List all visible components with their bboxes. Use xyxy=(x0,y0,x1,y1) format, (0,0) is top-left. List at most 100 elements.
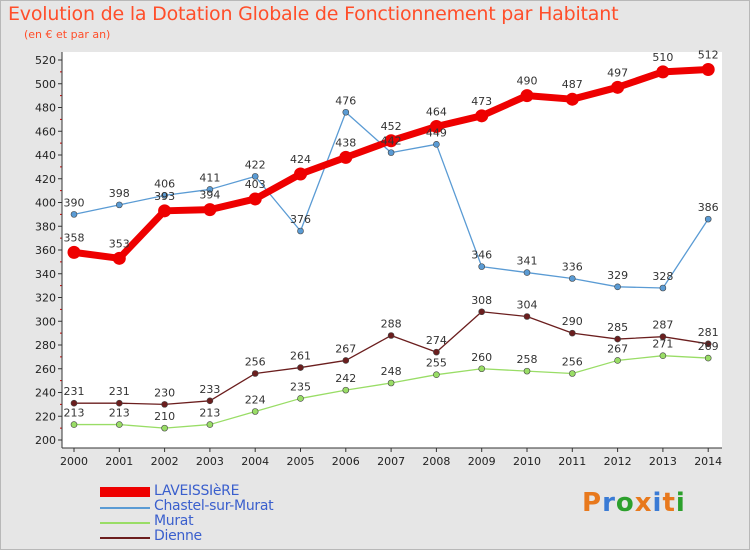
data-label-dienne: 308 xyxy=(471,294,492,307)
data-point-laveissiere xyxy=(475,109,489,123)
data-label-dienne: 256 xyxy=(245,356,266,369)
data-point-dienne xyxy=(297,364,304,371)
data-point-murat xyxy=(297,395,304,402)
y-tick-label: 360 xyxy=(35,244,56,257)
data-point-chastel-sur-murat xyxy=(161,192,168,199)
data-point-dienne xyxy=(161,401,168,408)
data-label-murat: 213 xyxy=(109,407,130,420)
data-point-chastel-sur-murat xyxy=(251,173,259,180)
data-label-laveissiere: 393 xyxy=(154,190,175,203)
data-point-dienne xyxy=(251,370,259,377)
proxiti-logo: Proxiti xyxy=(582,488,686,518)
legend-item-murat: Murat xyxy=(100,513,360,529)
x-tick-label: 2011 xyxy=(558,455,586,468)
data-point-laveissiere xyxy=(158,204,172,218)
data-point-murat xyxy=(659,352,667,359)
data-label-murat: 210 xyxy=(154,410,175,423)
x-tick-label: 2002 xyxy=(151,455,179,468)
data-label-dienne: 274 xyxy=(426,334,447,347)
data-label-chastel-sur-murat: 442 xyxy=(381,135,402,148)
data-label-chastel-sur-murat: 422 xyxy=(245,158,266,171)
data-label-dienne: 285 xyxy=(607,321,628,334)
data-label-laveissiere: 394 xyxy=(199,189,220,202)
data-point-laveissiere xyxy=(565,92,579,106)
data-point-dienne xyxy=(70,399,78,407)
data-point-dienne xyxy=(387,332,395,339)
x-tick-label: 2000 xyxy=(60,455,88,468)
data-label-dienne: 287 xyxy=(652,319,673,332)
y-tick-label: 200 xyxy=(35,434,56,447)
data-label-chastel-sur-murat: 329 xyxy=(607,269,628,282)
y-tick-label: 500 xyxy=(35,78,56,91)
y-tick-label: 240 xyxy=(35,387,56,400)
logo-letter: t xyxy=(662,488,676,518)
data-label-laveissiere: 473 xyxy=(471,95,492,108)
y-tick-label: 480 xyxy=(35,102,56,115)
data-label-chastel-sur-murat: 376 xyxy=(290,213,311,226)
logo-letter: P xyxy=(582,488,603,518)
data-label-murat: 269 xyxy=(698,340,719,353)
x-tick-label: 2007 xyxy=(377,455,405,468)
x-tick-label: 2001 xyxy=(105,455,133,468)
y-tick-label: 220 xyxy=(35,410,56,423)
data-point-dienne xyxy=(206,397,214,405)
y-tick-label: 260 xyxy=(35,363,56,376)
data-label-murat: 267 xyxy=(607,342,628,355)
logo-letter: i xyxy=(652,488,663,518)
data-label-chastel-sur-murat: 341 xyxy=(517,255,538,268)
data-point-murat xyxy=(251,408,259,415)
legend-swatch-chastel-sur-murat xyxy=(100,507,150,509)
data-point-laveissiere xyxy=(67,245,81,259)
data-point-dienne xyxy=(342,357,350,364)
data-point-chastel-sur-murat xyxy=(704,215,712,223)
data-label-murat: 258 xyxy=(517,353,538,366)
data-label-chastel-sur-murat: 328 xyxy=(652,270,673,283)
legend-item-dienne: Dienne xyxy=(100,528,360,544)
y-tick-label: 320 xyxy=(35,292,56,305)
data-label-dienne: 261 xyxy=(290,350,311,363)
chart-title: Evolution de la Dotation Globale de Fonc… xyxy=(8,3,619,25)
legend-label-dienne: Dienne xyxy=(154,528,202,544)
data-point-chastel-sur-murat xyxy=(116,201,123,209)
data-point-laveissiere xyxy=(339,150,353,164)
data-label-laveissiere: 424 xyxy=(290,153,311,166)
data-label-dienne: 304 xyxy=(517,299,538,312)
legend-swatch-murat xyxy=(100,522,150,524)
data-point-laveissiere xyxy=(520,89,534,103)
data-point-chastel-sur-murat xyxy=(614,283,621,291)
legend: LAVEISSIèRE Chastel-sur-Murat Murat Dien… xyxy=(100,483,360,544)
data-point-dienne xyxy=(116,399,123,407)
x-tick-label: 2006 xyxy=(332,455,360,468)
data-point-dienne xyxy=(478,308,486,316)
y-tick-label: 380 xyxy=(35,220,56,233)
chart-subtitle: (en € et par an) xyxy=(24,28,111,41)
y-tick-label: 460 xyxy=(35,125,56,138)
data-point-murat xyxy=(478,365,486,373)
data-label-murat: 260 xyxy=(471,351,492,364)
data-point-chastel-sur-murat xyxy=(297,227,304,235)
data-label-chastel-sur-murat: 386 xyxy=(698,201,719,214)
x-tick-label: 2014 xyxy=(694,455,722,468)
legend-item-chastel-sur-murat: Chastel-sur-Murat xyxy=(100,498,360,514)
x-tick-label: 2009 xyxy=(468,455,496,468)
data-label-murat: 224 xyxy=(245,394,266,407)
data-point-chastel-sur-murat xyxy=(342,108,350,116)
y-tick-label: 400 xyxy=(35,197,56,210)
data-label-dienne: 230 xyxy=(154,386,175,399)
data-label-murat: 271 xyxy=(652,338,673,351)
data-label-dienne: 231 xyxy=(109,385,130,398)
data-label-murat: 256 xyxy=(562,356,583,369)
data-label-murat: 235 xyxy=(290,380,311,393)
data-label-laveissiere: 403 xyxy=(245,178,266,191)
data-label-murat: 248 xyxy=(381,365,402,378)
data-label-dienne: 281 xyxy=(698,326,719,339)
data-point-chastel-sur-murat xyxy=(659,284,667,292)
data-label-laveissiere: 512 xyxy=(698,49,719,62)
data-point-dienne xyxy=(433,348,440,356)
data-point-murat xyxy=(342,386,350,394)
legend-swatch-laveissiere xyxy=(100,487,150,497)
data-point-laveissiere xyxy=(429,120,443,133)
data-point-murat xyxy=(387,379,395,387)
data-point-laveissiere xyxy=(384,134,398,148)
data-label-chastel-sur-murat: 390 xyxy=(64,196,85,209)
